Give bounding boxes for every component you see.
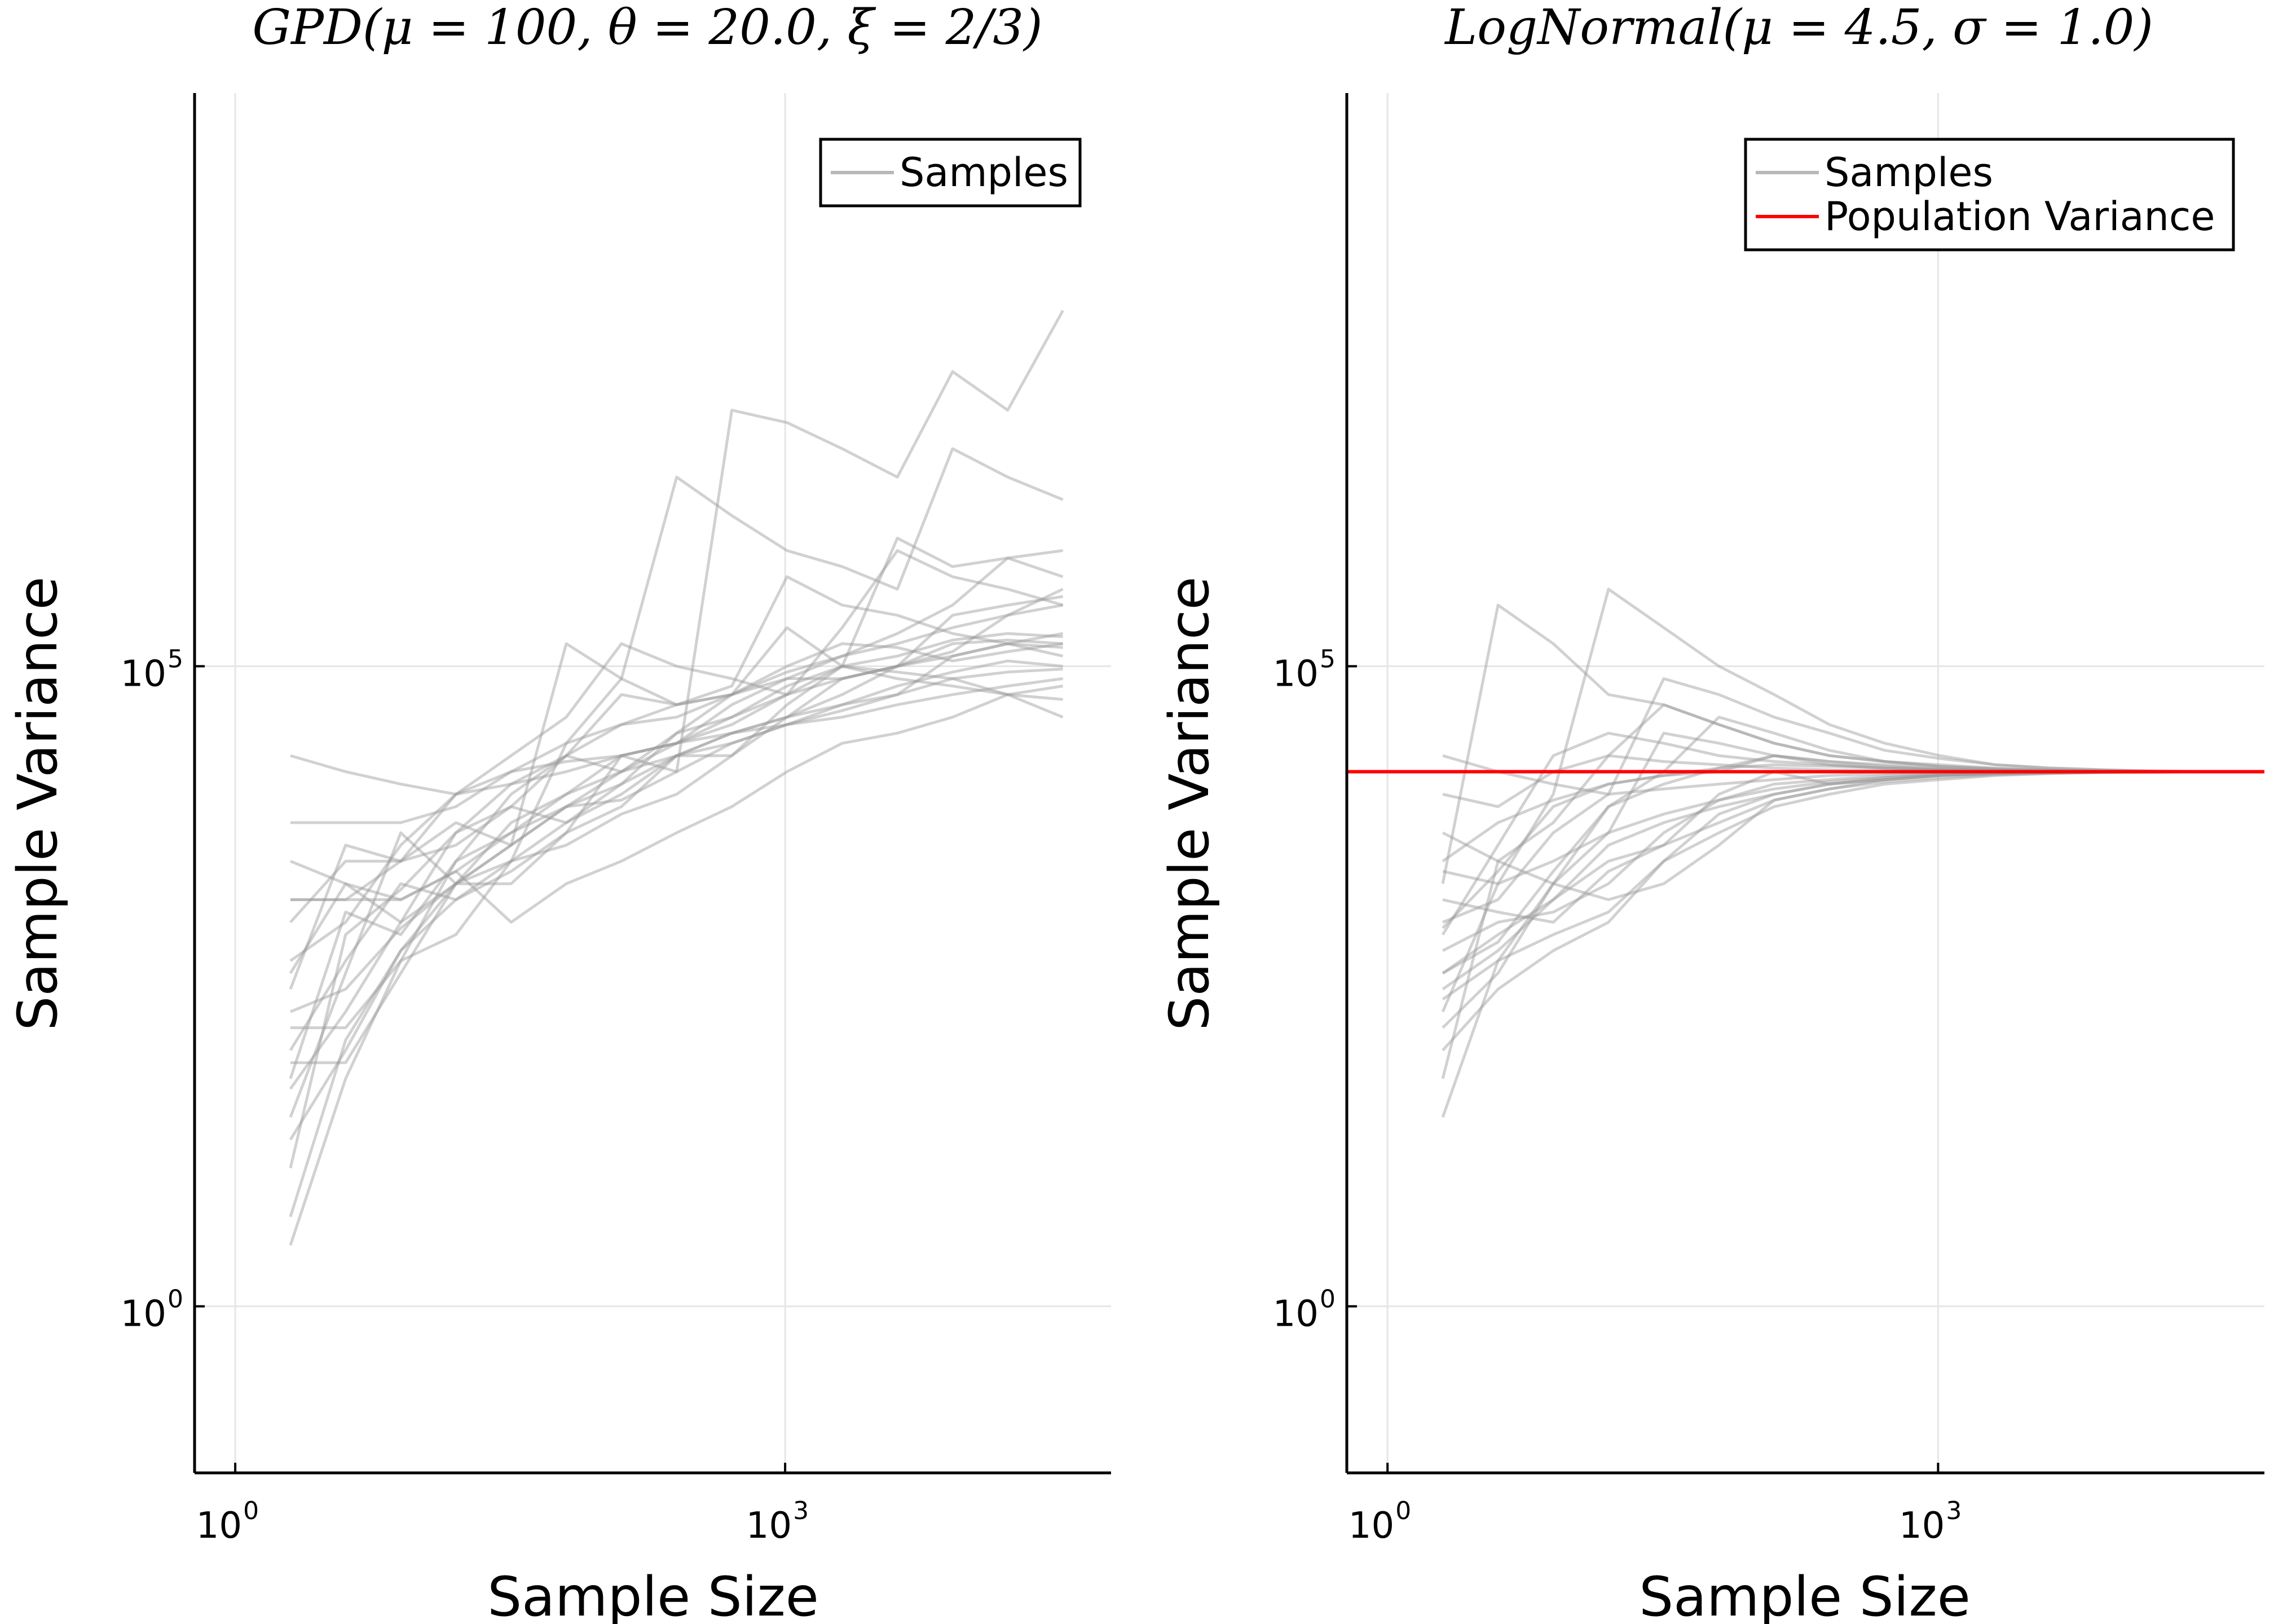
y-tick-base: 10 xyxy=(121,653,166,695)
legend-label: Samples xyxy=(900,149,1068,196)
sample-series-line xyxy=(290,668,1063,1065)
x-tick-exponent: 0 xyxy=(1395,1497,1411,1525)
sample-series-line xyxy=(289,447,1064,1217)
sample-series-line xyxy=(289,310,1064,1118)
sample-series-line xyxy=(289,642,1063,1013)
y-tick-base: 10 xyxy=(1273,653,1319,695)
y-tick-label: 10 0 xyxy=(121,1285,183,1335)
sample-series-line xyxy=(290,557,1064,824)
grid xyxy=(1347,93,2264,1473)
x-tick-base: 10 xyxy=(196,1505,242,1547)
x-tick-base: 10 xyxy=(746,1505,792,1547)
y-axis-label: Sample Variance xyxy=(1158,576,1221,1030)
x-tick-label: 10 0 xyxy=(196,1497,259,1547)
plot-area xyxy=(289,310,1064,1246)
lognormal-panel: LogNormal(μ = 4.5, σ = 1.0) 10 0 10 310 010 5… xyxy=(1158,0,2264,1624)
sample-series-line xyxy=(290,575,1064,901)
grid xyxy=(195,93,1111,1473)
panel-title: GPD(μ = 100, θ = 20.0, ξ = 2/3) xyxy=(252,0,1042,56)
tick-labels: 10 0 10 310 010 5 xyxy=(121,645,809,1547)
sample-series-line xyxy=(289,685,1063,924)
x-axis-label: Sample Size xyxy=(1639,1565,1971,1624)
x-tick-label: 10 0 xyxy=(1348,1497,1411,1547)
sample-series-line xyxy=(289,665,1063,1051)
legend-label: Population Variance xyxy=(1825,193,2215,240)
legend: Samples xyxy=(819,138,1082,208)
sample-series-line xyxy=(290,632,1064,901)
sample-series-line xyxy=(290,642,1063,1030)
x-tick-exponent: 3 xyxy=(793,1497,809,1525)
x-tick-base: 10 xyxy=(1899,1505,1945,1547)
y-tick-base: 10 xyxy=(121,1294,166,1335)
panel-title: LogNormal(μ = 4.5, σ = 1.0) xyxy=(1444,0,2153,56)
axes xyxy=(193,93,1111,1475)
y-tick-exponent: 0 xyxy=(168,1285,183,1314)
x-tick-exponent: 0 xyxy=(243,1497,259,1525)
sample-series-line xyxy=(289,603,1064,1169)
sample-series-line xyxy=(289,536,1063,990)
y-tick-label: 10 0 xyxy=(1273,1285,1336,1335)
x-tick-exponent: 3 xyxy=(1946,1497,1962,1525)
gpd-panel: GPD(μ = 100, θ = 20.0, ξ = 2/3) 10 0 10 310… xyxy=(6,0,1111,1624)
plot-area xyxy=(1347,588,2264,1118)
sample-series-line xyxy=(289,632,1063,1246)
x-tick-base: 10 xyxy=(1348,1505,1394,1547)
y-tick-exponent: 5 xyxy=(168,645,183,673)
y-tick-label: 10 5 xyxy=(121,645,183,695)
sample-series-line xyxy=(290,677,1063,796)
tick-labels: 10 0 10 310 010 5 xyxy=(1273,645,1962,1547)
sample-series-line xyxy=(289,588,1064,974)
y-axis-label: Sample Variance xyxy=(6,576,69,1030)
sample-series-line xyxy=(289,549,1064,924)
y-tick-label: 10 5 xyxy=(1273,645,1336,695)
sample-series-line xyxy=(289,638,1063,1090)
sample-series-line xyxy=(289,659,1063,1141)
y-tick-exponent: 0 xyxy=(1320,1285,1336,1314)
sample-series-line xyxy=(1441,588,2216,1013)
sample-series-line xyxy=(289,665,1064,1079)
x-tick-label: 10 3 xyxy=(1899,1497,1962,1547)
legend-label: Samples xyxy=(1825,149,1993,196)
x-tick-label: 10 3 xyxy=(746,1497,809,1547)
axes xyxy=(1345,93,2264,1475)
sample-series-line xyxy=(1442,677,2216,924)
y-tick-base: 10 xyxy=(1273,1294,1319,1335)
x-axis-label: Sample Size xyxy=(487,1565,819,1624)
y-tick-exponent: 5 xyxy=(1320,645,1336,673)
legend-box xyxy=(1744,138,2235,251)
sample-series-line xyxy=(289,595,1063,962)
